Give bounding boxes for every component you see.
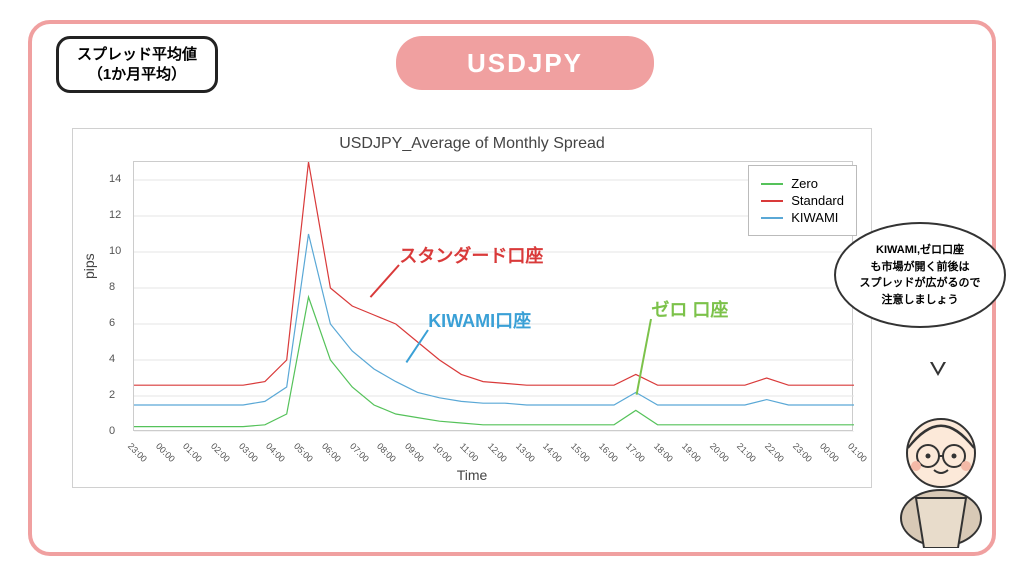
chart-plot-area [133,161,853,431]
symbol-text: USDJPY [467,48,583,79]
bubble-line-0: KIWAMI,ゼロ口座 [846,242,994,259]
subtitle-badge: スプレッド平均値 （1か月平均） [56,36,218,93]
x-axis-label: Time [73,467,871,483]
legend-label-kiwami: KIWAMI [791,210,838,225]
x-tick: 05:00 [292,441,315,464]
legend-swatch-standard [761,200,783,202]
x-tick: 06:00 [320,441,343,464]
y-tick: 4 [109,353,115,365]
x-tick: 12:00 [486,441,509,464]
x-tick: 13:00 [514,441,537,464]
legend-row-standard: Standard [761,193,844,208]
x-tick: 07:00 [347,441,370,464]
annotation-kiwami_label: KIWAMI口座 [428,307,531,333]
x-tick: 01:00 [181,441,204,464]
y-tick: 0 [109,425,115,437]
legend-row-zero: Zero [761,176,844,191]
x-tick: 20:00 [707,441,730,464]
x-tick: 14:00 [541,441,564,464]
chart-legend: Zero Standard KIWAMI [748,165,857,236]
x-tick: 00:00 [818,441,841,464]
x-tick: 17:00 [624,441,647,464]
x-tick: 08:00 [375,441,398,464]
subtitle-line2: （1か月平均） [77,65,197,85]
legend-label-standard: Standard [791,193,844,208]
x-tick: 04:00 [264,441,287,464]
annotation-standard_label: スタンダード口座 [399,242,543,268]
mascot-svg [886,398,996,548]
x-tick: 15:00 [569,441,592,464]
annotation-zero_label: ゼロ 口座 [651,296,728,322]
x-tick: 21:00 [735,441,758,464]
chart-title: USDJPY_Average of Monthly Spread [73,135,871,153]
speech-bubble: KIWAMI,ゼロ口座 も市場が開く前後は スプレッドが広がるので 注意しましょ… [834,222,1006,328]
x-tick: 16:00 [597,441,620,464]
x-tick: 11:00 [458,441,481,464]
chart-container: USDJPY_Average of Monthly Spread pips Ti… [72,128,872,488]
y-tick: 10 [109,245,121,257]
x-tick: 00:00 [154,441,177,464]
x-tick: 02:00 [209,441,232,464]
x-tick: 10:00 [431,441,454,464]
y-tick: 8 [109,281,115,293]
x-tick: 18:00 [652,441,675,464]
x-tick: 19:00 [680,441,703,464]
legend-swatch-zero [761,183,783,185]
bubble-line-3: 注意しましょう [846,292,994,309]
y-tick: 6 [109,317,115,329]
x-tick: 23:00 [791,441,814,464]
legend-row-kiwami: KIWAMI [761,210,844,225]
subtitle-line1: スプレッド平均値 [77,45,197,65]
x-tick: 22:00 [763,441,786,464]
x-tick: 23:00 [126,441,149,464]
y-axis-label: pips [81,253,97,279]
bubble-line-2: スプレッドが広がるので [846,275,994,292]
y-tick: 2 [109,389,115,401]
symbol-pill: USDJPY [396,36,654,90]
legend-label-zero: Zero [791,176,818,191]
speech-bubble-tail [930,362,946,376]
legend-swatch-kiwami [761,217,783,219]
y-tick: 14 [109,173,121,185]
chart-svg [134,162,854,432]
y-tick: 12 [109,209,121,221]
bubble-line-1: も市場が開く前後は [846,259,994,276]
mascot-illustration [886,398,996,548]
x-tick: 03:00 [237,441,260,464]
x-tick: 01:00 [846,441,869,464]
x-tick: 09:00 [403,441,426,464]
